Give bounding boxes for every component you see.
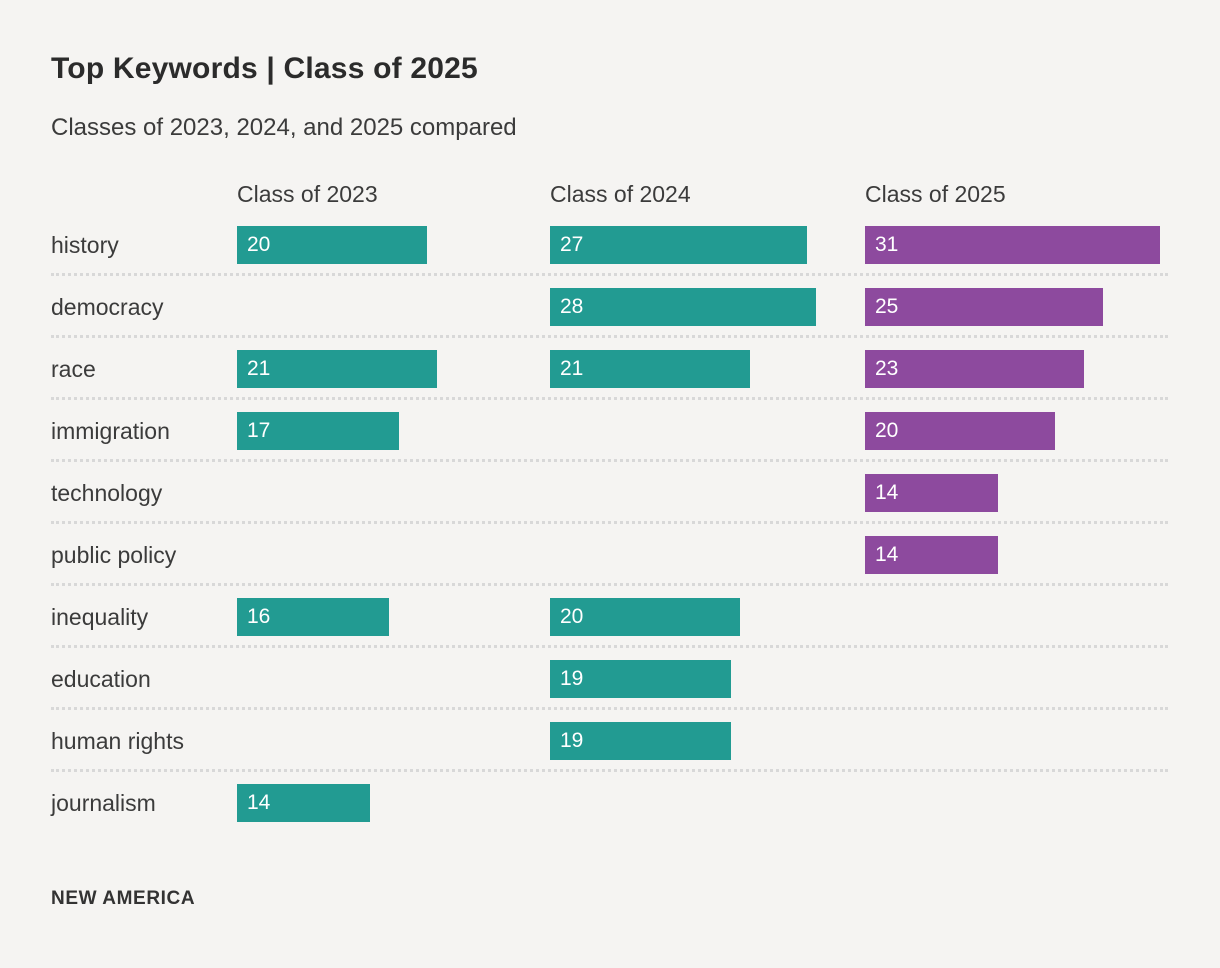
bar-cell: 14 <box>865 524 1168 586</box>
bar-value: 19 <box>560 729 584 752</box>
bar-cell: 20 <box>865 400 1168 462</box>
row-label: journalism <box>51 789 156 816</box>
row-label: technology <box>51 479 163 506</box>
row-label: human rights <box>51 727 184 754</box>
bar-cell <box>550 400 865 462</box>
row-label: inequality <box>51 603 149 630</box>
column-header-2024: Class of 2024 <box>550 181 691 207</box>
bar-value: 14 <box>875 543 899 566</box>
bar-cell: 19 <box>550 648 865 710</box>
row-label: history <box>51 231 119 258</box>
bar: 21 <box>550 350 750 388</box>
chart-row: technology 14 <box>51 462 1168 524</box>
bar: 20 <box>550 598 740 636</box>
bar-cell: 31 <box>865 214 1168 276</box>
bar-value: 27 <box>560 233 584 256</box>
bar: 20 <box>237 226 427 264</box>
bar-value: 21 <box>247 357 271 380</box>
bar-value: 14 <box>247 791 271 814</box>
bar-cell <box>237 710 550 772</box>
bar: 28 <box>550 288 816 326</box>
bar-cell <box>865 772 1168 834</box>
bar-value: 14 <box>875 481 899 504</box>
bar: 21 <box>237 350 437 388</box>
column-headers: Class of 2023 Class of 2024 Class of 202… <box>51 176 1168 208</box>
chart-container: Top Keywords | Class of 2025 Classes of … <box>0 52 1220 910</box>
bar-value: 20 <box>875 419 899 442</box>
bar-cell: 21 <box>237 338 550 400</box>
bar-cell: 20 <box>237 214 550 276</box>
bar: 14 <box>865 474 998 512</box>
bar-value: 28 <box>560 295 584 318</box>
bar-value: 31 <box>875 233 899 256</box>
chart-title: Top Keywords | Class of 2025 <box>51 52 478 85</box>
bar: 16 <box>237 598 389 636</box>
chart-row: history 20 27 31 <box>51 214 1168 276</box>
chart-row: public policy 14 <box>51 524 1168 586</box>
bar-cell: 28 <box>550 276 865 338</box>
column-header-2025: Class of 2025 <box>865 181 1006 207</box>
bar: 31 <box>865 226 1160 264</box>
bar-cell: 23 <box>865 338 1168 400</box>
bar-value: 20 <box>247 233 271 256</box>
chart-row: inequality 16 20 <box>51 586 1168 648</box>
bar: 19 <box>550 722 731 760</box>
bar-cell <box>237 462 550 524</box>
bar-value: 20 <box>560 605 584 628</box>
bar-cell: 16 <box>237 586 550 648</box>
row-label: public policy <box>51 541 177 568</box>
chart-row: immigration 17 20 <box>51 400 1168 462</box>
bar-cell <box>865 710 1168 772</box>
bar-value: 25 <box>875 295 899 318</box>
bar: 20 <box>865 412 1055 450</box>
source-label: NEW AMERICA <box>51 888 196 909</box>
bar: 14 <box>237 784 370 822</box>
row-label: immigration <box>51 417 170 444</box>
bar-cell <box>865 586 1168 648</box>
row-label: race <box>51 355 96 382</box>
bar-value: 21 <box>560 357 584 380</box>
bar-cell: 14 <box>237 772 550 834</box>
chart-row: race 21 21 23 <box>51 338 1168 400</box>
bar-cell: 19 <box>550 710 865 772</box>
bar-cell <box>865 648 1168 710</box>
chart-subtitle: Classes of 2023, 2024, and 2025 compared <box>51 114 517 141</box>
bar: 14 <box>865 536 998 574</box>
bar: 27 <box>550 226 807 264</box>
bar-cell <box>550 772 865 834</box>
bar-cell <box>237 276 550 338</box>
bar-cell <box>237 648 550 710</box>
chart-row: human rights 19 <box>51 710 1168 772</box>
bar-cell: 25 <box>865 276 1168 338</box>
bar-value: 17 <box>247 419 271 442</box>
bar-cell: 21 <box>550 338 865 400</box>
bar-value: 19 <box>560 667 584 690</box>
bar: 17 <box>237 412 399 450</box>
chart-row: democracy 28 25 <box>51 276 1168 338</box>
chart-row: journalism 14 <box>51 772 1168 834</box>
column-header-2023: Class of 2023 <box>237 181 378 207</box>
bar-cell: 20 <box>550 586 865 648</box>
bar-cell <box>550 524 865 586</box>
bar-cell: 17 <box>237 400 550 462</box>
chart-rows: history 20 27 31 democracy 28 25 race 21 21 23 immi… <box>51 214 1168 834</box>
bar-cell: 14 <box>865 462 1168 524</box>
bar-cell <box>237 524 550 586</box>
chart-row: education 19 <box>51 648 1168 710</box>
bar-cell <box>550 462 865 524</box>
bar: 23 <box>865 350 1084 388</box>
bar-value: 23 <box>875 357 899 380</box>
bar: 19 <box>550 660 731 698</box>
bar-value: 16 <box>247 605 271 628</box>
row-label: education <box>51 665 151 692</box>
row-label: democracy <box>51 293 164 320</box>
bar: 25 <box>865 288 1103 326</box>
bar-cell: 27 <box>550 214 865 276</box>
